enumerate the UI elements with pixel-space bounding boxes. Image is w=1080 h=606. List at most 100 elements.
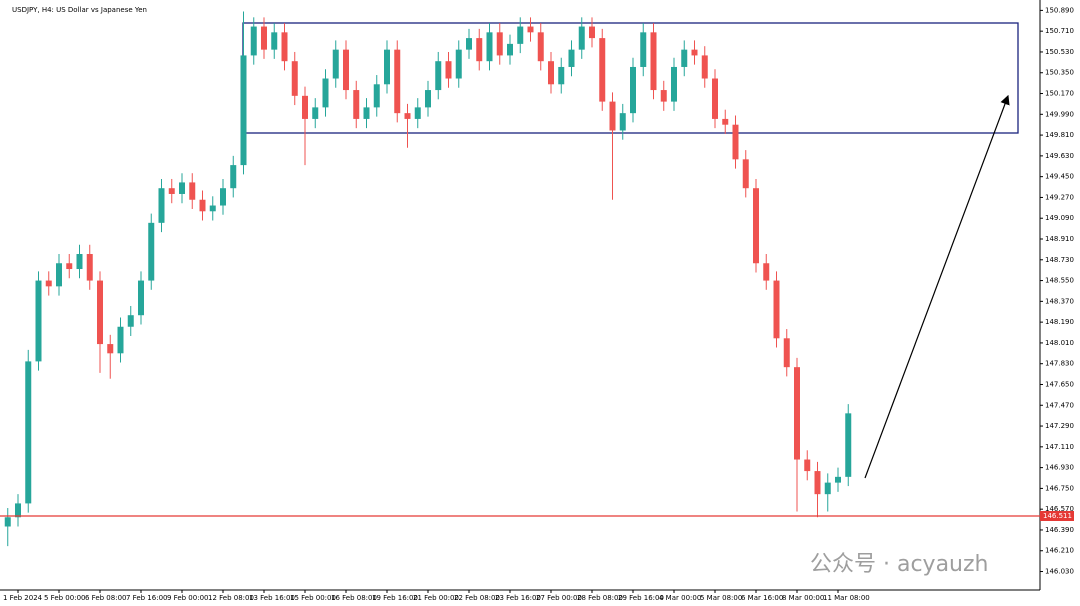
candle-body xyxy=(435,61,442,91)
x-tick-label: 28 Feb 08:00 xyxy=(577,594,623,602)
candle-body xyxy=(117,326,124,354)
x-tick-label: 23 Feb 16:00 xyxy=(495,594,541,602)
candle-body xyxy=(599,38,606,102)
candle-body xyxy=(240,55,247,166)
y-tick-label: 149.810 xyxy=(1045,131,1074,139)
y-tick-label: 147.470 xyxy=(1045,401,1074,409)
candle-body xyxy=(804,459,811,472)
price-tag-label: 146.511 xyxy=(1043,512,1072,520)
x-tick-label: 1 Feb 2024 xyxy=(3,594,43,602)
x-tick-label: 11 Mar 08:00 xyxy=(823,594,870,602)
candle-body xyxy=(271,32,278,50)
y-tick-label: 149.990 xyxy=(1045,110,1074,118)
candle-body xyxy=(45,280,52,287)
candle-body xyxy=(373,84,380,108)
y-tick-label: 150.170 xyxy=(1045,90,1074,98)
candle-body xyxy=(589,26,595,39)
candle-body xyxy=(517,26,524,44)
candle-body xyxy=(445,61,452,79)
x-tick-label: 7 Feb 16:00 xyxy=(126,594,167,602)
candle-body xyxy=(650,32,657,91)
candle-body xyxy=(568,49,575,67)
candle-body xyxy=(302,95,308,119)
y-tick-label: 148.550 xyxy=(1045,277,1074,285)
candle-body xyxy=(261,26,267,50)
candle-body xyxy=(712,78,718,119)
candle-body xyxy=(783,338,790,368)
y-tick-label: 147.650 xyxy=(1045,380,1074,388)
candle-body xyxy=(486,32,493,62)
candle-body xyxy=(332,49,339,79)
candle-body xyxy=(578,26,585,50)
price-tag xyxy=(1040,510,1074,521)
candle-body xyxy=(138,280,144,316)
watermark: 公众号 · acyauzh xyxy=(810,552,989,577)
candle-body xyxy=(609,101,616,131)
candle-body xyxy=(414,107,421,119)
candle-body xyxy=(507,43,513,56)
x-tick-label: 9 Feb 00:00 xyxy=(167,594,208,602)
candle-body xyxy=(76,254,83,270)
x-tick-label: 13 Feb 16:00 xyxy=(249,594,295,602)
x-tick-label: 5 Feb 00:00 xyxy=(44,594,85,602)
candle-body xyxy=(732,124,739,160)
x-tick-label: 27 Feb 00:00 xyxy=(536,594,582,602)
candle-body xyxy=(691,49,698,56)
y-tick-label: 146.030 xyxy=(1045,568,1074,576)
candle-body xyxy=(148,222,155,281)
candle-body xyxy=(681,49,688,67)
candle-body xyxy=(476,38,483,62)
candle-body xyxy=(814,471,821,495)
x-tick-label: 8 Mar 00:00 xyxy=(782,594,824,602)
candle-body xyxy=(35,280,42,362)
y-tick-label: 146.750 xyxy=(1045,484,1074,492)
candle-body xyxy=(86,254,93,281)
candle-body xyxy=(4,517,11,527)
candle-body xyxy=(394,49,401,114)
y-tick-label: 150.710 xyxy=(1045,27,1074,35)
y-tick-label: 149.630 xyxy=(1045,152,1074,160)
candle-body xyxy=(701,55,708,79)
candle-body xyxy=(558,66,565,85)
candle-body xyxy=(496,32,503,56)
candle-body xyxy=(322,78,329,108)
candle-body xyxy=(835,476,841,483)
candle-body xyxy=(343,49,349,91)
candle-body xyxy=(722,118,729,125)
candle-body xyxy=(66,263,73,270)
candle-body xyxy=(753,188,759,264)
candle-body xyxy=(220,188,226,206)
candle-body xyxy=(742,159,749,189)
candle-body xyxy=(97,280,103,345)
y-tick-label: 146.930 xyxy=(1045,464,1074,472)
y-tick-label: 146.570 xyxy=(1045,505,1074,513)
candle-body xyxy=(250,26,257,56)
candle-body xyxy=(56,263,62,287)
candle-body xyxy=(127,315,134,327)
candle-body xyxy=(640,32,647,67)
candle-body xyxy=(671,66,677,102)
x-tick-label: 29 Feb 16:00 xyxy=(618,594,664,602)
y-tick-label: 149.090 xyxy=(1045,214,1074,222)
candle-body xyxy=(425,90,431,108)
y-tick-label: 148.010 xyxy=(1045,339,1074,347)
y-tick-label: 146.390 xyxy=(1045,526,1074,534)
candle-body xyxy=(199,199,206,212)
candle-body xyxy=(404,113,411,119)
candle-body xyxy=(466,38,472,50)
candle-body xyxy=(548,61,554,85)
x-tick-label: 16 Feb 08:00 xyxy=(331,594,377,602)
candle-body xyxy=(630,66,636,114)
candle-body xyxy=(25,361,32,504)
y-tick-label: 150.890 xyxy=(1045,6,1074,14)
candle-body xyxy=(845,413,852,477)
y-tick-label: 149.270 xyxy=(1045,193,1074,201)
plot xyxy=(4,11,852,547)
candle-body xyxy=(230,165,237,189)
candle-body xyxy=(312,107,319,119)
x-tick-label: 4 Mar 00:00 xyxy=(659,594,701,602)
y-tick-label: 147.830 xyxy=(1045,360,1074,368)
y-tick-label: 148.910 xyxy=(1045,235,1074,243)
x-tick-label: 19 Feb 16:00 xyxy=(372,594,418,602)
